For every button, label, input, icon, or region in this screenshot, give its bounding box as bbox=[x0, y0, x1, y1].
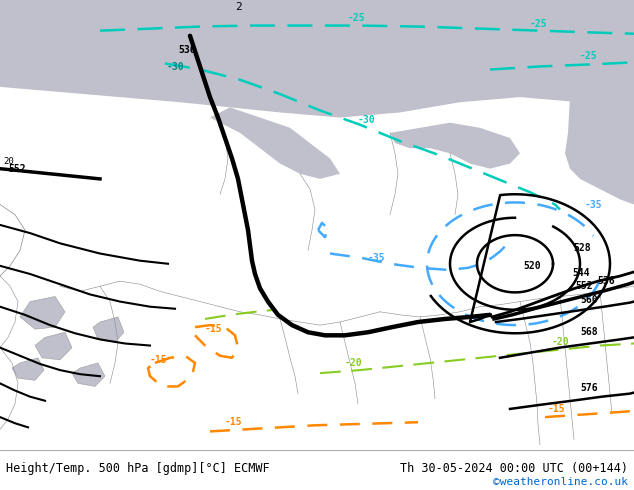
Text: -25: -25 bbox=[348, 13, 366, 24]
Text: 552: 552 bbox=[575, 281, 593, 292]
Polygon shape bbox=[93, 317, 124, 343]
Polygon shape bbox=[35, 332, 72, 360]
Text: -20: -20 bbox=[552, 337, 569, 346]
Text: 536: 536 bbox=[597, 276, 614, 286]
Text: 568: 568 bbox=[580, 327, 598, 337]
Text: -35: -35 bbox=[585, 199, 603, 210]
Text: -35: -35 bbox=[368, 253, 385, 263]
Text: -30: -30 bbox=[167, 62, 184, 72]
Text: Th 30-05-2024 00:00 UTC (00+144): Th 30-05-2024 00:00 UTC (00+144) bbox=[399, 462, 628, 475]
Text: -25: -25 bbox=[530, 19, 548, 28]
Text: 560: 560 bbox=[580, 294, 598, 305]
Polygon shape bbox=[390, 122, 520, 169]
Text: -25: -25 bbox=[580, 51, 598, 61]
Text: 520: 520 bbox=[523, 261, 541, 271]
Polygon shape bbox=[0, 0, 634, 122]
Text: ©weatheronline.co.uk: ©weatheronline.co.uk bbox=[493, 477, 628, 487]
Text: 552: 552 bbox=[8, 164, 25, 174]
Text: 2: 2 bbox=[235, 2, 242, 12]
Text: -30: -30 bbox=[358, 115, 375, 124]
Polygon shape bbox=[210, 107, 340, 179]
Polygon shape bbox=[20, 296, 65, 329]
Text: 536: 536 bbox=[178, 45, 196, 55]
Polygon shape bbox=[72, 363, 105, 387]
Text: 20: 20 bbox=[3, 157, 14, 166]
Text: 576: 576 bbox=[580, 383, 598, 392]
Text: -15: -15 bbox=[548, 404, 566, 414]
Text: -15: -15 bbox=[205, 324, 223, 334]
Text: -20: -20 bbox=[345, 358, 363, 368]
Polygon shape bbox=[12, 358, 44, 380]
Text: 528: 528 bbox=[573, 244, 591, 253]
Text: -15: -15 bbox=[150, 355, 167, 365]
Text: -15: -15 bbox=[225, 417, 243, 427]
Text: 544: 544 bbox=[572, 268, 590, 278]
Text: Height/Temp. 500 hPa [gdmp][°C] ECMWF: Height/Temp. 500 hPa [gdmp][°C] ECMWF bbox=[6, 462, 270, 475]
Polygon shape bbox=[565, 97, 634, 204]
